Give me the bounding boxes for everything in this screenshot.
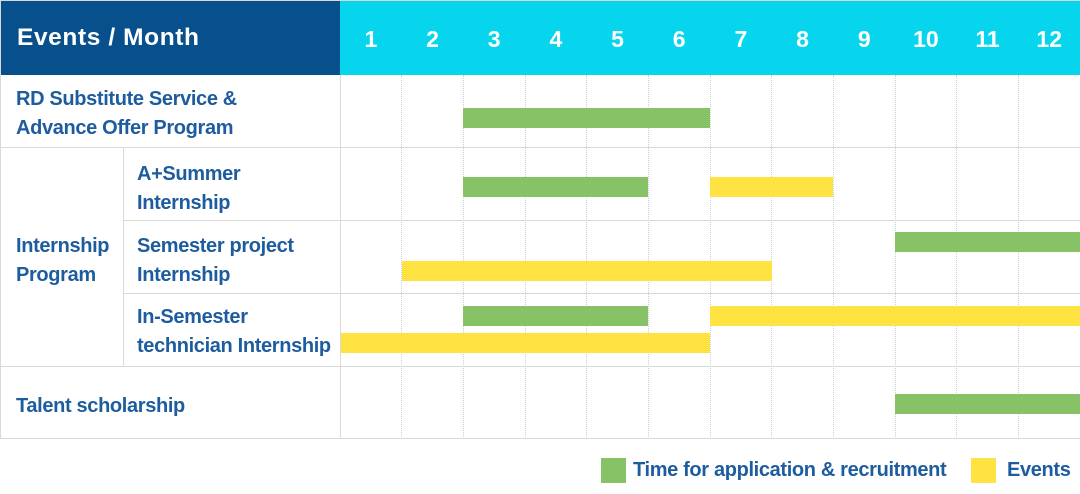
row-label-line: Internship	[137, 264, 231, 286]
grid-vline-m7-m8	[771, 75, 772, 439]
group-label-line: Internship	[16, 235, 110, 257]
bar-application-in-semester	[463, 306, 648, 326]
bar-event-a-plus-summer	[710, 177, 833, 197]
grid-vline-m10-m11	[956, 75, 957, 439]
month-header-6: 6	[672, 26, 686, 52]
month-header-11: 11	[975, 26, 1000, 52]
row-label-in-semester: In-Semester technician Internship	[137, 303, 331, 361]
bar-application-rd-substitute	[463, 108, 710, 128]
table-title: Events / Month	[17, 24, 200, 51]
grid-vline-m2-m3	[463, 75, 464, 439]
month-header-2: 2	[426, 26, 439, 52]
row-label-a-plus-summer: A+Summer Internship	[137, 160, 241, 218]
legend: Time for application & recruitment Event…	[0, 457, 1080, 484]
legend-label-application: Time for application & recruitment	[633, 459, 947, 481]
grid-vline-m5-m6	[648, 75, 649, 439]
month-header-4: 4	[549, 26, 563, 52]
bar-event-in-semester-1	[341, 333, 710, 353]
row-label-line: Talent scholarship	[16, 395, 185, 417]
row-label-line: RD Substitute Service &	[16, 88, 237, 110]
grid-vline-m9-m10	[895, 75, 896, 439]
bar-application-semester-project	[895, 232, 1080, 252]
group-label-internship-program: Internship Program	[16, 232, 110, 290]
month-header-5: 5	[611, 26, 624, 52]
month-header-7: 7	[734, 26, 748, 52]
row-label-line: Internship	[137, 192, 231, 214]
row-label-line: technician Internship	[137, 335, 331, 357]
row-label-line: Semester project	[137, 235, 294, 257]
bar-event-in-semester-2	[710, 306, 1080, 326]
grid-vline-m6-m7	[710, 75, 711, 439]
month-header-3: 3	[487, 26, 501, 52]
bar-application-a-plus-summer	[463, 177, 648, 197]
bar-event-semester-project	[402, 261, 772, 281]
row-label-talent-scholarship: Talent scholarship	[16, 392, 185, 421]
grid-hline-table-bottom	[0, 438, 1080, 439]
month-header-8: 8	[796, 26, 809, 52]
row-label-line: Advance Offer Program	[16, 117, 234, 139]
schedule-table: Events / Month 1 2 3 4 5 6 7 8 9 10 11 1…	[0, 0, 1080, 439]
grid-vline-labels-months	[340, 75, 341, 439]
grid-vline-m8-m9	[833, 75, 834, 439]
grid-hline-row3-row4	[123, 293, 1080, 294]
month-header-row: 1 2 3 4 5 6 7 8 9 10 11 12	[340, 1, 1080, 75]
grid-vline-group-sublabel	[123, 147, 124, 366]
month-header-10: 10	[913, 26, 939, 52]
row-label-line: A+Summer	[137, 163, 241, 185]
row-label-line: In-Semester	[137, 306, 248, 328]
legend-swatch-application	[601, 458, 626, 483]
grid-vline-m1-m2	[401, 75, 402, 439]
legend-label-events: Events	[1007, 459, 1071, 481]
bar-application-talent-scholarship	[895, 394, 1080, 414]
grid-hline-row2-row3	[123, 220, 1080, 221]
legend-swatch-events	[971, 458, 996, 483]
group-label-line: Program	[16, 264, 96, 286]
grid-vline-m3-m4	[525, 75, 526, 439]
table-outer-border	[0, 0, 1080, 439]
grid-vline-m4-m5	[586, 75, 587, 439]
row-label-semester-project: Semester project Internship	[137, 232, 294, 290]
grid-vline-m11-m12	[1018, 75, 1019, 439]
month-header-12: 12	[1036, 26, 1063, 52]
month-header-9: 9	[857, 26, 871, 52]
month-header-1: 1	[364, 26, 378, 52]
table-header-corner: Events / Month	[1, 1, 340, 75]
grid-hline-row4-row5	[0, 366, 1080, 367]
grid-hline-row1-row2	[0, 147, 1080, 148]
row-label-rd-substitute: RD Substitute Service & Advance Offer Pr…	[16, 85, 237, 143]
